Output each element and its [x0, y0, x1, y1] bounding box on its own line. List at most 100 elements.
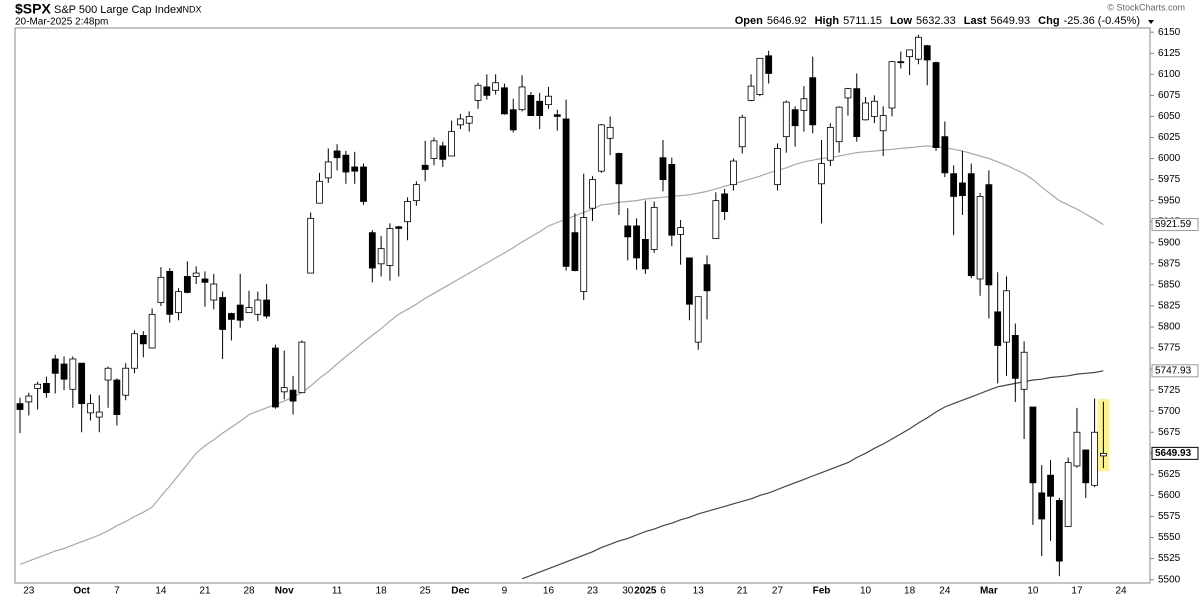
candle-body [976, 196, 984, 280]
value-box [1151, 364, 1199, 378]
x-tick-label: 13 [693, 586, 705, 597]
y-tick-label: 5850 [1158, 280, 1181, 291]
candle-body [994, 311, 1002, 346]
candle-body [324, 161, 332, 179]
candle-body [782, 101, 790, 138]
candle-body [721, 193, 729, 212]
candle-body [78, 362, 86, 405]
x-tick-label: Dec [451, 586, 470, 597]
candle-body [474, 84, 482, 101]
candle-body [192, 272, 200, 277]
ma-line [521, 370, 1104, 580]
candle-body [571, 232, 579, 271]
candle-body [122, 367, 130, 396]
x-tick-label: 6 [660, 586, 666, 597]
plot-frame [14, 27, 1151, 584]
candle-body [448, 131, 455, 157]
candle-body [756, 57, 764, 95]
candle-body [307, 217, 315, 274]
candle-body [1091, 431, 1098, 486]
y-tick-label: 6150 [1158, 27, 1181, 38]
y-tick-label: 5825 [1158, 301, 1181, 312]
y-tick-label: 5550 [1158, 532, 1181, 543]
candle-body [545, 95, 552, 106]
candle-body [1020, 351, 1028, 390]
x-tick-label: Oct [73, 586, 90, 597]
candle-body [51, 358, 59, 374]
x-tick-label: Nov [275, 586, 294, 597]
stat-label: Open [735, 15, 763, 27]
candle-body [1055, 500, 1063, 562]
candle-body [826, 126, 834, 161]
candle-body [377, 248, 385, 265]
date: 20-Mar-2025 2:48pm [15, 17, 108, 28]
x-tick-label: 10 [860, 586, 872, 597]
candle-body [131, 333, 138, 369]
candle-body [368, 232, 376, 269]
candle-body [509, 109, 517, 131]
candle-body [1099, 452, 1107, 457]
x-tick-label: 17 [1071, 586, 1083, 597]
y-tick-label: 6025 [1158, 132, 1181, 143]
candle-body [862, 102, 869, 121]
y-tick-label: 5525 [1158, 553, 1181, 564]
candle-body [686, 257, 693, 305]
stat-label: Low [890, 15, 912, 27]
stat-label: High [815, 15, 840, 27]
candle-body [835, 106, 843, 143]
chart-subtitle: S&P 500 Large Cap Index [54, 4, 182, 16]
candle-body [333, 150, 341, 159]
candle-body [941, 136, 949, 174]
y-tick-label: 5600 [1158, 490, 1181, 501]
value-box-label: 5921.59 [1155, 219, 1192, 230]
candle-body [175, 291, 182, 314]
candle-body [518, 86, 526, 111]
candle-body [959, 182, 966, 196]
x-tick-label: 23 [23, 586, 35, 597]
candle-body [774, 148, 781, 186]
x-tick-label: 16 [543, 586, 555, 597]
candle-body [589, 179, 596, 209]
stat-value: -25.36 (-0.45%) [1064, 15, 1140, 27]
stat-label: Last [964, 15, 987, 27]
candle-body [60, 363, 68, 380]
x-tick-label: 18 [376, 586, 388, 597]
y-tick-label: 5775 [1158, 343, 1181, 354]
candle-body [923, 45, 931, 61]
x-tick-label: 24 [939, 586, 951, 597]
candle-body [386, 228, 394, 266]
x-tick-label: 11 [332, 586, 343, 597]
candle-body [650, 206, 658, 250]
candle-body [43, 383, 50, 394]
x-tick-label: 9 [502, 586, 508, 597]
candle-body [1064, 462, 1072, 527]
candle-body [1073, 431, 1081, 467]
y-tick-label: 6075 [1158, 90, 1181, 101]
candle-body [219, 297, 226, 330]
y-tick-label: 5975 [1158, 174, 1181, 185]
x-tick-label: 27 [772, 586, 784, 597]
x-tick-label: 2025 [634, 586, 657, 597]
dropdown-arrow[interactable] [1148, 20, 1154, 24]
y-tick-label: 5800 [1158, 322, 1181, 333]
value-box-label: 5747.93 [1155, 365, 1192, 376]
candle-body [263, 299, 271, 317]
candle-body [800, 98, 808, 111]
y-tick-label: 5700 [1158, 406, 1181, 417]
y-tick-label: 5675 [1158, 427, 1181, 438]
x-tick-label: 21 [199, 586, 211, 597]
candle-body [633, 225, 640, 259]
y-tick-label: 5950 [1158, 195, 1181, 206]
candle-body [210, 283, 218, 301]
y-tick-label: 6000 [1158, 153, 1181, 164]
x-tick-label: 14 [155, 586, 167, 597]
candle-body [747, 85, 755, 101]
candle-body [809, 77, 817, 126]
chart-title: $SPX [15, 1, 51, 17]
candle-body [395, 226, 403, 229]
candle-body [421, 164, 429, 170]
candle-body [1011, 334, 1019, 379]
candle-body [342, 154, 350, 173]
candle-body [818, 163, 825, 185]
value-box-label: 5649.93 [1155, 448, 1192, 459]
